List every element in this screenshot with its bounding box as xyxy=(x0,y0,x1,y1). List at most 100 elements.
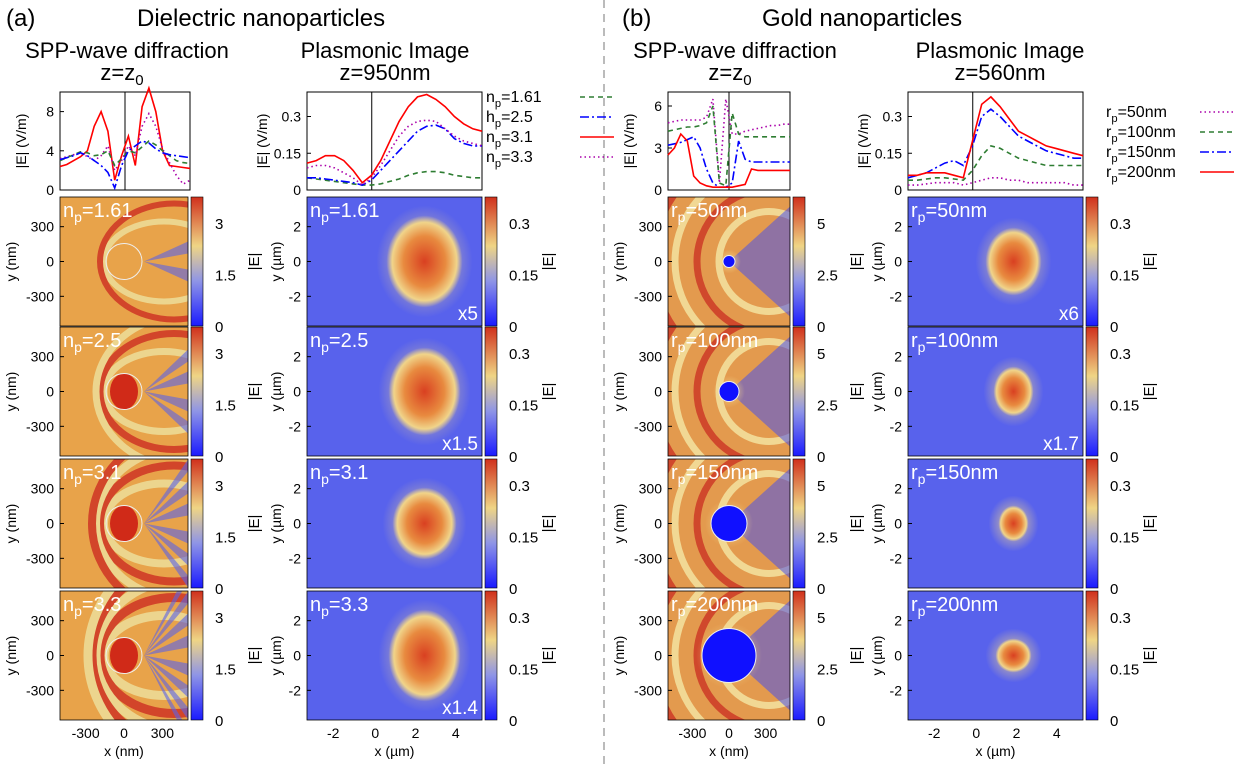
b_profile_img-ytick-label: 0.3 xyxy=(883,109,903,125)
fringe xyxy=(693,197,746,326)
b_img-scale-label: x1.7 xyxy=(1043,434,1079,455)
b_img-panel-label: rp=50nm xyxy=(911,200,987,225)
b_nf-panel-label: rp=50nm xyxy=(671,200,747,225)
a_profile_nf-series-0 xyxy=(59,85,191,181)
xlabel: x (µm) xyxy=(976,743,1016,759)
particle xyxy=(722,255,736,268)
b_nf-map-1 xyxy=(668,327,790,456)
ytick-label: 2 xyxy=(293,481,301,497)
ytick-label: -2 xyxy=(890,418,903,434)
ytick-label: 0 xyxy=(293,254,301,270)
ytick-label: -2 xyxy=(289,288,302,304)
particle xyxy=(701,628,757,683)
a_nf-panel-label: np=3.1 xyxy=(63,462,121,487)
ytick-label: -300 xyxy=(26,288,54,304)
colorbar-tick: 0 xyxy=(215,581,223,598)
colorbar-tick: 2.5 xyxy=(817,397,838,414)
fringe xyxy=(83,591,115,720)
a_img-map-3 xyxy=(307,591,482,720)
col2-subtitle: z=950nm xyxy=(339,60,430,85)
a_profile_img-series-2 xyxy=(306,93,483,184)
legend-a-label-0: np=1.61 xyxy=(486,89,542,110)
b_nf-panel-label-base: r xyxy=(671,462,678,484)
b_profile_nf-series-3 xyxy=(667,132,790,188)
a_nf-panel-label-sub: p xyxy=(74,603,82,619)
colorbar-tick: 0.3 xyxy=(1110,346,1131,363)
ytick-label: 0 xyxy=(654,384,662,400)
ytick-label: 0 xyxy=(46,254,54,270)
a_img-panel-label-sub: p xyxy=(321,209,329,225)
colorbar-tick: 3 xyxy=(215,610,223,627)
legend-b-label-2-base: r xyxy=(1106,144,1112,161)
fringe xyxy=(671,459,706,588)
legend-b-label-0-rest: =50nm xyxy=(1118,104,1167,121)
ylabel: y (µm) xyxy=(268,504,284,544)
ytick-label: -300 xyxy=(634,418,662,434)
b_nf-panel-label-sub: p xyxy=(678,209,686,225)
colorbar-tick: 0 xyxy=(215,319,223,336)
blob xyxy=(388,609,461,702)
colorbar-tick: 1.5 xyxy=(215,397,236,414)
ytick-label: -300 xyxy=(26,550,54,566)
colorbar-tick: 2.5 xyxy=(817,267,838,284)
colorbar-tick: 0 xyxy=(817,319,825,336)
a_profile_nf-ytick-label: 8 xyxy=(46,104,54,120)
colorbar xyxy=(190,590,204,721)
colorbar-tick: 0 xyxy=(817,713,825,730)
legend-b-label-2-sub: p xyxy=(1111,153,1117,165)
ytick-label: 0 xyxy=(894,648,902,664)
b_profile_img-ytick-label: 0.15 xyxy=(875,145,902,161)
colorbar-label: |E| xyxy=(540,515,557,533)
colorbar-tick: 0.3 xyxy=(509,610,530,627)
colorbar-tick: 0 xyxy=(509,449,517,466)
b_nf-map-3 xyxy=(668,591,790,720)
profile-plots: 8 4 0 |E| (V/m) 0.3 0.15 0 |E| (V/m) 6 3 0 |E| (V/m… xyxy=(13,85,1234,198)
ylabel: y (nm) xyxy=(611,504,627,544)
ytick-label: 2 xyxy=(894,349,902,365)
fringe xyxy=(88,459,126,588)
colorbar-tick: 0.15 xyxy=(1110,661,1139,678)
legend-a-label-3-base: n xyxy=(486,149,495,166)
shadow-ray xyxy=(144,349,188,392)
ytick-label: 2 xyxy=(894,481,902,497)
a_img-row-2: np=3.1 0.3 0.15 0 |E| 2 0 -2 y (µm) xyxy=(268,458,557,598)
colorbar-label: |E| xyxy=(246,515,263,533)
blob xyxy=(993,366,1034,417)
shadow-ray xyxy=(144,261,188,282)
shadow-ray xyxy=(144,613,188,656)
b_nf-row-1: rp=100nm 5 2.5 0 |E| 300 0 -300 y (nm) xyxy=(611,326,865,466)
b_img-map-2 xyxy=(908,459,1083,588)
a_img-scale-label: x1.4 xyxy=(442,698,478,719)
ytick-label: -300 xyxy=(26,418,54,434)
ytick-label: 0 xyxy=(894,516,902,532)
ylabel: y (µm) xyxy=(869,242,885,282)
colorbar-label: |E| xyxy=(246,383,263,401)
ytick-label: 0 xyxy=(654,648,662,664)
xtick-label: -2 xyxy=(928,725,941,741)
colorbar-tick: 0.3 xyxy=(1110,610,1131,627)
col2-title: Plasmonic Image xyxy=(301,38,470,63)
colorbar-label: |E| xyxy=(1141,383,1158,401)
xtick-label: 4 xyxy=(452,725,460,741)
colorbar-tick: 1.5 xyxy=(215,529,236,546)
shadow-ray xyxy=(144,591,183,656)
ytick-label: -2 xyxy=(890,682,903,698)
ytick-label: 2 xyxy=(894,219,902,235)
colorbar xyxy=(1085,326,1099,457)
colorbar-tick: 0 xyxy=(817,581,825,598)
a_img-panel-label: np=3.3 xyxy=(310,594,368,619)
b_nf-panel-label-rest: =50nm xyxy=(685,200,747,222)
colorbar-tick: 0.15 xyxy=(1110,529,1139,546)
panel-a-label: (a) xyxy=(6,5,35,32)
b_img-panel-label: rp=150nm xyxy=(911,462,998,487)
colorbar-label: |E| xyxy=(1141,647,1158,665)
ytick-label: 0 xyxy=(293,648,301,664)
ylabel: y (µm) xyxy=(869,372,885,412)
colorbar xyxy=(190,196,204,327)
ytick-label: 0 xyxy=(293,384,301,400)
legend-a-label-1-rest: =2.5 xyxy=(501,109,533,126)
a_profile_nf-ylabel: |E| (V/m) xyxy=(13,114,29,169)
particle-outline xyxy=(105,505,143,542)
b_img-panel-label: rp=100nm xyxy=(911,330,998,355)
